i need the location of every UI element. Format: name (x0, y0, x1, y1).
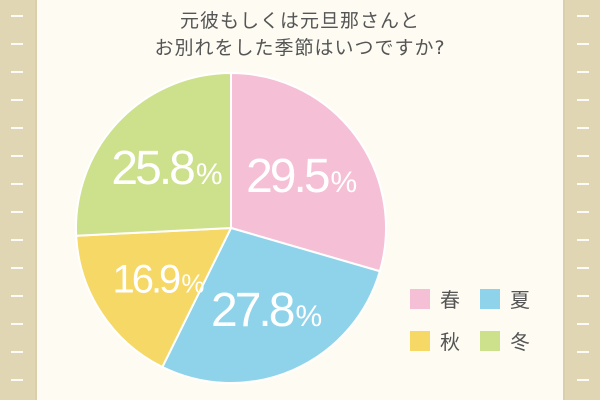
legend-label-spring: 春 (440, 288, 460, 312)
data-label-summer: 27.8% (211, 284, 322, 337)
border-dash-right (577, 323, 589, 325)
border-dash-left (11, 43, 23, 45)
pie-slice-summer (161, 226, 382, 384)
legend-item-summer: 夏 (480, 284, 530, 313)
border-dash-left (11, 379, 23, 381)
border-dash-left (11, 127, 23, 129)
legend-label-autumn: 秋 (440, 330, 460, 354)
border-dash-left (11, 155, 23, 157)
border-dash-right (577, 351, 589, 353)
legend-label-summer: 夏 (510, 288, 530, 312)
border-dash-right (577, 211, 589, 213)
border-dash-right (577, 379, 589, 381)
chart-legend: 春 夏 秋 冬 (410, 284, 550, 364)
border-dash-left (11, 71, 23, 73)
border-dash-right (577, 155, 589, 157)
data-label-spring: 29.5% (246, 150, 357, 203)
pie-slice-spring (230, 71, 387, 273)
border-dash-left (11, 183, 23, 185)
border-dash-right (577, 71, 589, 73)
chart-title: 元彼もしくは元旦那さんと お別れをした季節はいつですか? (0, 8, 600, 62)
right-border-strip (565, 0, 600, 400)
border-dash-right (577, 43, 589, 45)
legend-swatch-spring (410, 288, 430, 309)
border-dash-left (11, 99, 23, 101)
legend-label-winter: 冬 (510, 330, 530, 354)
legend-swatch-autumn (410, 330, 430, 351)
border-dash-left (11, 15, 23, 17)
left-border-strip (0, 0, 35, 400)
border-dash-left (11, 211, 23, 213)
border-dash-right (577, 295, 589, 297)
border-dash-left (11, 295, 23, 297)
legend-swatch-winter (480, 330, 500, 351)
border-dash-left (11, 267, 23, 269)
data-label-autumn: 16.9% (112, 258, 204, 302)
border-dash-right (577, 99, 589, 101)
pie-slice-autumn (75, 226, 233, 369)
border-dash-right (577, 127, 589, 129)
border-dash-right (577, 183, 589, 185)
chart-title-line-2: お別れをした季節はいつですか? (154, 37, 446, 59)
legend-item-spring: 春 (410, 284, 460, 313)
legend-item-winter: 冬 (480, 326, 530, 355)
chart-title-line-1: 元彼もしくは元旦那さんと (179, 10, 420, 32)
border-dash-right (577, 15, 589, 17)
border-dash-right (577, 239, 589, 241)
border-dash-left (11, 239, 23, 241)
data-label-winter: 25.8% (111, 142, 222, 195)
border-dash-right (577, 267, 589, 269)
border-dash-left (11, 351, 23, 353)
border-dash-left (11, 323, 23, 325)
legend-item-autumn: 秋 (410, 326, 460, 355)
legend-swatch-summer (480, 288, 500, 309)
pie-slice-winter (75, 71, 232, 237)
